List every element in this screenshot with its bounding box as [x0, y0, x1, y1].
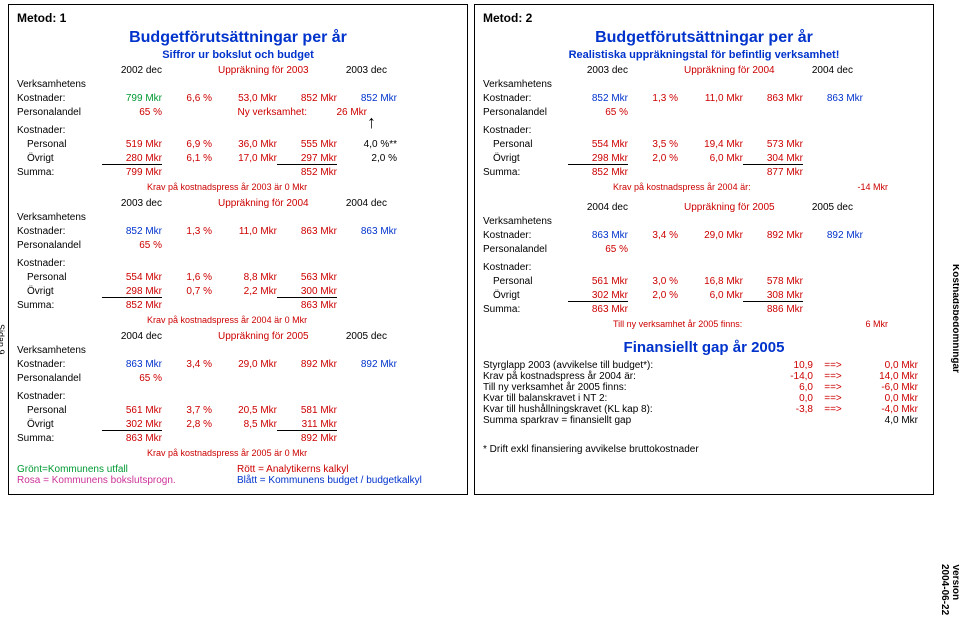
m1b2-krav: Krav på kostnadspress år 2004 är 0 Mkr	[147, 315, 459, 325]
method1-column: Metod: 1 Budgetförutsättningar per år Si…	[8, 4, 468, 495]
fin-rows: Styrglapp 2003 (avvikelse till budget*):…	[483, 360, 925, 426]
m1b3-personalandel: Personalandel 65 %	[17, 373, 459, 387]
method1-subtitle: Siffror ur bokslut och budget	[17, 49, 459, 61]
m1b2-personal: Personal 554 Mkr 1,6 % 8,8 Mkr 563 Mkr	[17, 272, 459, 286]
fin-row-v1: -14,0	[753, 371, 813, 382]
m2b2-ovrigt: Övrigt 302 Mkr 2,0 % 6,0 Mkr 308 Mkr	[483, 290, 925, 304]
m1b1-personal: Personal 519 Mkr 6,9 % 36,0 Mkr 555 Mkr …	[17, 139, 459, 153]
m1b1-kostnader: Kostnader: 799 Mkr 6,6 % 53,0 Mkr 852 Mk…	[17, 93, 459, 107]
legend-red: Rött = Analytikerns kalkyl	[237, 464, 457, 475]
fin-row-label: Kvar till balanskravet i NT 2:	[483, 393, 753, 404]
m1b1-personalandel: Personalandel 65 % Ny verksamhet: 26 Mkr	[17, 107, 459, 121]
m1b2-kn: Kostnader:	[17, 258, 65, 269]
m1b1-summa: Summa: 799 Mkr 852 Mkr	[17, 167, 459, 181]
m1b3-krav: Krav på kostnadspress år 2005 är 0 Mkr	[147, 448, 459, 458]
m1b3-verks: Verksamhetens	[17, 345, 86, 356]
fin-row-v1: 6,0	[753, 382, 813, 393]
hdr-2003dec: 2003 dec	[327, 65, 387, 76]
fin-row-v1	[753, 415, 813, 426]
fin-title: Finansiellt gap år 2005	[483, 339, 925, 356]
fin-row: Till ny verksamhet år 2005 finns:6,0==>-…	[483, 382, 925, 393]
m2b1-header: 2003 dec Uppräkning för 2004 2004 dec	[483, 65, 925, 79]
m1b1-header: 2002 dec Uppräkning för 2003 2003 dec	[17, 65, 459, 79]
m1b1-krav: Krav på kostnadspress år 2003 är 0 Mkr	[147, 182, 459, 192]
m1b2-ovrigt: Övrigt 298 Mkr 0,7 % 2,2 Mkr 300 Mkr	[17, 286, 459, 300]
m2b2-summa: Summa: 863 Mkr 886 Mkr	[483, 304, 925, 318]
m2b1-kn: Kostnader:	[483, 125, 531, 136]
m2b2-personal: Personal 561 Mkr 3,0 % 16,8 Mkr 578 Mkr	[483, 276, 925, 290]
method2-column: Metod: 2 Budgetförutsättningar per år Re…	[474, 4, 934, 495]
fin-row-v2: 4,0 Mkr	[853, 415, 918, 426]
m2b1-summa: Summa: 852 Mkr 877 Mkr	[483, 167, 925, 181]
method1-label: Metod: 1	[17, 11, 459, 25]
fin-row-arrow: ==>	[813, 382, 853, 393]
fin-row-v1: -3,8	[753, 404, 813, 415]
fin-row-v1: 10,9	[753, 360, 813, 371]
fin-row-label: Till ny verksamhet år 2005 finns:	[483, 382, 753, 393]
m2b2-krav: Till ny verksamhet år 2005 finns: 6 Mkr	[483, 319, 925, 333]
side-label-right-bot: Version 2004-06-22	[939, 564, 959, 625]
m1b3-kn: Kostnader:	[17, 391, 65, 402]
m2b1-kostnader: Kostnader: 852 Mkr 1,3 % 11,0 Mkr 863 Mk…	[483, 93, 925, 107]
fin-row-arrow: ==>	[813, 371, 853, 382]
m1b3-header: 2004 dec Uppräkning för 2005 2005 dec	[17, 331, 459, 345]
m2b2-kostnader: Kostnader: 863 Mkr 3,4 % 29,0 Mkr 892 Mk…	[483, 230, 925, 244]
fin-row-v2: 0,0 Mkr	[853, 393, 918, 404]
fin-row-label: Summa sparkrav = finansiellt gap	[483, 415, 753, 426]
fin-row-v2: 0,0 Mkr	[853, 360, 918, 371]
fin-row-v2: 14,0 Mkr	[853, 371, 918, 382]
fin-row-arrow: ==>	[813, 404, 853, 415]
m1b1-verks: Verksamhetens	[17, 79, 459, 93]
method1-title: Budgetförutsättningar per år	[17, 29, 459, 47]
fin-row: Kvar till balanskravet i NT 2:0,0==>0,0 …	[483, 393, 925, 404]
m2b2-kn: Kostnader:	[483, 262, 531, 273]
side-label-left: Sidan 9	[0, 324, 6, 355]
fin-row-label: Krav på kostnadspress år 2004 är:	[483, 371, 753, 382]
hdr-upp2003: Uppräkning för 2003	[212, 65, 327, 76]
method2-subtitle: Realistiska uppräkningstal för befintlig…	[483, 49, 925, 61]
m1b2-kostnader: Kostnader: 852 Mkr 1,3 % 11,0 Mkr 863 Mk…	[17, 226, 459, 240]
legend-green: Grönt=Kommunens utfall	[17, 464, 237, 475]
m1b2-summa: Summa: 852 Mkr 863 Mkr	[17, 300, 459, 314]
m2b1-verks: Verksamhetens	[483, 79, 552, 90]
m2b1-krav: Krav på kostnadspress år 2004 är: -14 Mk…	[483, 182, 925, 196]
legend-pink: Rosa = Kommunens bokslutsprogn.	[17, 475, 237, 486]
m2b2-header: 2004 dec Uppräkning för 2005 2005 dec	[483, 202, 925, 216]
hdr-2002dec: 2002 dec	[102, 65, 162, 76]
m2b1-ovrigt: Övrigt 298 Mkr 2,0 % 6,0 Mkr 304 Mkr	[483, 153, 925, 167]
m2b1-personalandel: Personalandel 65 %	[483, 107, 925, 121]
m1b1-ovrigt: Övrigt 280 Mkr 6,1 % 17,0 Mkr 297 Mkr 2,…	[17, 153, 459, 167]
method2-title: Budgetförutsättningar per år	[483, 29, 925, 47]
fin-row-v2: -6,0 Mkr	[853, 382, 918, 393]
m2b2-verks: Verksamhetens	[483, 216, 552, 227]
fin-row: Kvar till hushållningskravet (KL kap 8):…	[483, 404, 925, 415]
m1b2-personalandel: Personalandel 65 %	[17, 240, 459, 254]
m1b2-verks: Verksamhetens	[17, 212, 86, 223]
m1b3-kostnader: Kostnader: 863 Mkr 3,4 % 29,0 Mkr 892 Mk…	[17, 359, 459, 373]
m1b3-summa: Summa: 863 Mkr 892 Mkr	[17, 433, 459, 447]
legend-blue: Blått = Kommunens budget / budgetkalkyl	[237, 475, 457, 486]
m1b3-personal: Personal 561 Mkr 3,7 % 20,5 Mkr 581 Mkr	[17, 405, 459, 419]
fin-row-v1: 0,0	[753, 393, 813, 404]
m1b1-kn: Kostnader:	[17, 125, 459, 139]
side-label-right-top: Kostnadsbedömningar	[950, 264, 959, 373]
fin-row-arrow: ==>	[813, 360, 853, 371]
arrow-icon: ↑	[367, 117, 376, 127]
legend: Grönt=Kommunens utfall Rosa = Kommunens …	[17, 464, 459, 486]
fin-row: Summa sparkrav = finansiellt gap 4,0 Mkr	[483, 415, 925, 426]
method2-label: Metod: 2	[483, 11, 925, 25]
m2b1-personal: Personal 554 Mkr 3,5 % 19,4 Mkr 573 Mkr	[483, 139, 925, 153]
fin-row: Krav på kostnadspress år 2004 är:-14,0==…	[483, 371, 925, 382]
m2b2-personalandel: Personalandel 65 %	[483, 244, 925, 258]
m1b2-header: 2003 dec Uppräkning för 2004 2004 dec	[17, 198, 459, 212]
m1b3-ovrigt: Övrigt 302 Mkr 2,8 % 8,5 Mkr 311 Mkr	[17, 419, 459, 433]
fin-row-v2: -4,0 Mkr	[853, 404, 918, 415]
fin-row-arrow	[813, 415, 853, 426]
fin-row-label: Styrglapp 2003 (avvikelse till budget*):	[483, 360, 753, 371]
fin-row-label: Kvar till hushållningskravet (KL kap 8):	[483, 404, 753, 415]
fin-row: Styrglapp 2003 (avvikelse till budget*):…	[483, 360, 925, 371]
fin-row-arrow: ==>	[813, 393, 853, 404]
footnote: * Drift exkl finansiering avvikelse brut…	[483, 444, 925, 455]
page: Metod: 1 Budgetförutsättningar per år Si…	[8, 4, 948, 495]
